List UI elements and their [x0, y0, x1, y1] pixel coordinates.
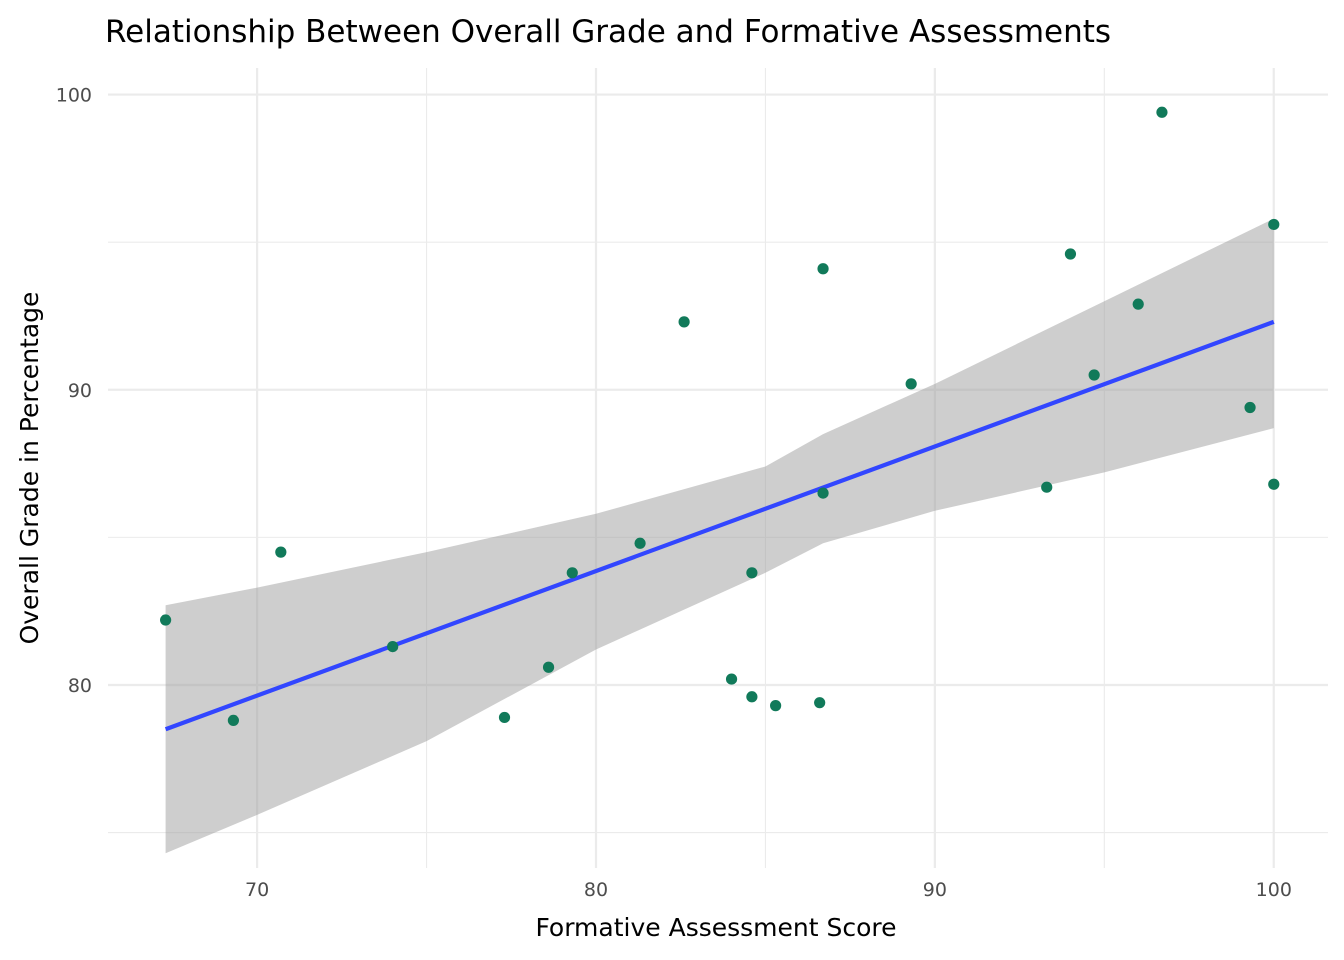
- data-point: [814, 697, 826, 709]
- data-point: [817, 487, 829, 499]
- data-point: [566, 567, 578, 579]
- fit-line-group: [164, 319, 1275, 732]
- data-point: [387, 640, 399, 653]
- y-tick-label: 80: [68, 675, 92, 697]
- regression-line: [164, 319, 1275, 732]
- data-point: [1268, 478, 1280, 490]
- data-point: [542, 661, 555, 673]
- data-point: [1041, 481, 1053, 493]
- data-point: [1156, 106, 1168, 118]
- grid: [108, 68, 1328, 868]
- data-point: [498, 711, 511, 724]
- confidence-band-area: [165, 218, 1274, 854]
- x-axis-title: Formative Assessment Score: [535, 913, 896, 942]
- y-tick-label: 100: [56, 85, 92, 107]
- data-point: [770, 700, 782, 712]
- data-point: [905, 378, 917, 390]
- y-tick-labels: 80 90 100: [56, 85, 92, 697]
- x-tick-label: 80: [584, 879, 608, 901]
- data-point: [725, 673, 738, 685]
- data-point: [678, 316, 690, 328]
- chart-title: Relationship Between Overall Grade and F…: [105, 14, 1111, 50]
- data-point: [1088, 369, 1100, 381]
- x-tick-labels: 70 80 90 100: [245, 879, 1292, 901]
- data-point: [275, 546, 287, 558]
- x-tick-label: 100: [1256, 879, 1292, 901]
- data-point: [1244, 401, 1256, 414]
- data-point: [817, 263, 829, 275]
- data-point: [634, 537, 646, 549]
- data-point: [1268, 218, 1280, 231]
- data-point: [227, 714, 239, 726]
- data-point: [746, 691, 758, 703]
- data-point: [160, 614, 172, 626]
- y-axis-title: Overall Grade in Percentage: [15, 292, 44, 645]
- data-point: [1132, 298, 1144, 310]
- y-tick-label: 90: [68, 380, 92, 402]
- x-tick-label: 70: [245, 879, 269, 901]
- points: [160, 106, 1280, 726]
- data-point: [1064, 248, 1077, 260]
- x-tick-label: 90: [923, 879, 947, 901]
- confidence-band: [165, 218, 1274, 854]
- data-point: [746, 567, 758, 579]
